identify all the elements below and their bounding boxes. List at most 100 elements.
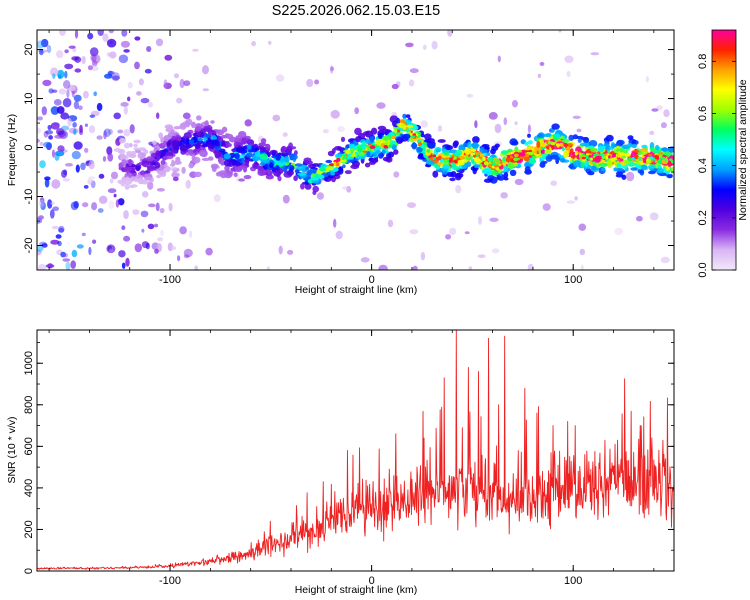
spectrogram-blob [62,178,70,182]
spectrogram-blob [320,166,327,171]
colorbar-strip [712,160,736,163]
spectrogram-blob [58,227,65,233]
spectrogram-blob [118,149,124,153]
colorbar-strip [712,174,736,177]
spectrogram-hotspot [350,148,355,153]
spectrogram-blob [524,141,529,146]
spectrogram-blob [381,128,390,134]
spectrogram-blob [45,130,54,135]
spectrogram-blob [81,232,86,237]
spectrogram-blob [81,56,86,64]
spectrogram-blobs [37,30,674,270]
spectrogram-blob [159,208,165,214]
spectrogram-blob [611,143,616,148]
spectrogram-hotspot [669,158,673,162]
spectrogram-blob [648,170,656,175]
spectrogram-blob [479,153,484,158]
spectrogram-blob [87,65,93,71]
spectrogram-blob [621,174,627,180]
spectrogram-blob [514,121,518,126]
spectrogram-hotspot [380,141,384,144]
spectrogram-hotspot [336,157,341,162]
colorbar-strip [712,234,736,237]
spectrogram-hotspot [578,152,583,156]
spectrogram-blob [595,162,601,169]
spectrogram-blob [330,66,334,72]
spectrogram-blob [326,172,331,176]
spectrogram-blob [173,144,179,151]
spectrogram-hotspot [432,154,437,158]
colorbar-strip [712,110,736,113]
spectrogram-blob [41,38,49,48]
spectrogram-blob [65,163,73,167]
spectrogram-blob [494,123,502,134]
spectrogram-blob [393,149,399,155]
spectrogram-blob [111,75,120,81]
spectrogram-blob [555,133,560,139]
colorbar-strip [712,88,736,91]
spectrogram-blob [37,138,40,143]
spectrogram-blob [330,171,336,176]
spectrogram-hotspot [585,154,589,160]
spectrogram-blob [527,133,531,138]
colorbar-strip [712,252,736,255]
colorbar-gradient [712,30,736,271]
spectrogram-blob [566,70,571,78]
spectrogram-blob [539,61,545,66]
spectrogram-blob [426,138,435,144]
spectrogram-blob [466,161,472,168]
spectrogram-hotspot [659,160,663,165]
spectrogram-blob [402,133,411,140]
colorbar-strip [712,134,736,137]
spectrogram-blob [241,137,247,145]
colorbar-strip [712,202,736,205]
spectrogram-blob [655,144,660,151]
spectrogram-blob [287,249,294,255]
spectrogram-blob [141,160,150,168]
spectrogram-blob [155,38,164,47]
spectrogram-blob [196,115,202,121]
spectrogram-blob [88,125,96,134]
colorbar-strip [712,222,736,225]
colorbar-strip [712,140,736,143]
spectrogram-blob [382,136,391,141]
spectrogram-blob [48,135,53,140]
spectrogram-blob [117,129,124,134]
spectrogram-blob [449,227,457,235]
spectrogram-blob [123,129,131,137]
spectrogram-blob [104,73,113,79]
spectrogram-blob [226,170,234,174]
spectrogram-blob [289,153,298,161]
spectrogram-blob [82,90,89,99]
spectrogram-blob [47,199,53,209]
spectrogram-blob [108,30,114,34]
colorbar-strip [712,182,736,185]
spectrogram-blob [70,260,76,269]
spectrogram-blob [171,159,175,167]
spectrogram-blob [191,154,196,162]
spectrogram-blob [39,160,46,169]
spectrogram-blob [44,176,51,181]
spectrogram-blob [651,108,659,112]
spectrogram-blob [158,132,163,139]
spectrogram-blob [64,70,68,79]
spectrogram-blob [113,193,117,198]
spectrogram-blob [354,107,360,115]
spectrogram-blob [115,199,120,208]
spectrogram-hotspot [550,141,556,146]
spectrogram-blob [474,120,478,129]
spectrogram-blob [128,159,133,167]
spectrogram-blob [221,126,228,133]
spectrogram-blob [294,163,303,167]
spectrogram-blob [225,141,230,145]
spectrogram-hotspot [475,151,479,156]
colorbar-strip [712,156,736,159]
spectrogram-blob [333,218,337,228]
spectrogram-blob [183,254,190,259]
spectrogram-blob [135,165,141,172]
spectrogram-blob [449,177,456,182]
spectrogram-blob [121,159,127,166]
colorbar-strip [712,106,736,109]
